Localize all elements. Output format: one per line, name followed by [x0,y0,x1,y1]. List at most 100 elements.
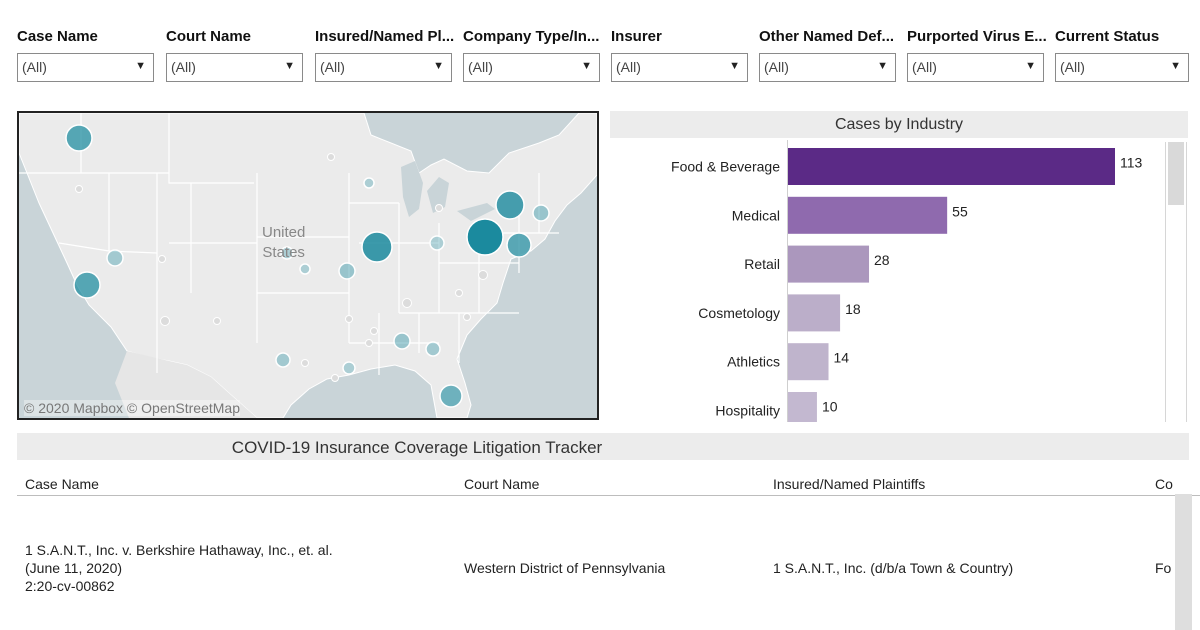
chart-scrollbar-track[interactable] [1165,142,1187,422]
filter-label: Current Status [1055,28,1160,45]
bubble-chicago [361,231,393,263]
bar-value-label: 28 [874,252,890,268]
column-header-company-type[interactable]: Co [1155,476,1173,492]
map-attribution: © 2020 Mapbox © OpenStreetMap [24,400,240,416]
filter-virus-exclusion: Purported Virus E... (All) ▼ [907,26,1047,86]
insurer-dropdown[interactable]: (All) ▼ [611,53,748,82]
us-case-map[interactable]: United States © 2020 Mapbox © OpenStreet… [17,111,599,420]
filter-bar: Case Name (All) ▼ Court Name (All) ▼ Ins… [0,0,1200,90]
dropdown-value: (All) [616,59,641,75]
bar-value-label: 14 [834,350,850,366]
bubble-new-orleans [342,361,356,375]
filter-insurer: Insurer (All) ▼ [611,26,748,86]
filter-label: Company Type/In... [463,28,600,45]
caret-down-icon: ▼ [877,60,888,72]
dropdown-value: (All) [912,59,937,75]
bubble-seattle [65,124,93,152]
case-bubbles [65,124,550,408]
filter-company-type: Company Type/In... (All) ▼ [463,26,600,86]
bubble-sacramento [106,249,124,267]
map-canvas [19,113,597,418]
caret-down-icon: ▼ [581,60,592,72]
mexico-land [115,351,257,418]
filter-current-status: Current Status (All) ▼ [1055,26,1192,86]
bar[interactable] [788,245,870,283]
bar-category-label: Hospitality [715,403,780,419]
case-number: 2:20-cv-00862 [25,578,115,594]
insured-plaintiffs-dropdown[interactable]: (All) ▼ [315,53,452,82]
bubble-charleston [425,341,441,357]
bar[interactable] [788,196,948,234]
great-lakes [401,161,495,221]
bar[interactable] [788,148,1115,185]
bar-value-label: 10 [822,399,838,415]
company-type-dropdown[interactable]: (All) ▼ [463,53,600,82]
map-country-line2: States [262,244,305,261]
filter-label: Insurer [611,28,662,45]
caret-down-icon: ▼ [1170,60,1181,72]
bubble-atlanta [393,332,411,350]
caret-down-icon: ▼ [135,60,146,72]
court-name-dropdown[interactable]: (All) ▼ [166,53,303,82]
court-name-cell: Western District of Pennsylvania [464,560,666,576]
bubble-albany [495,190,525,220]
bubble-new-york [466,218,504,256]
caret-down-icon: ▼ [729,60,740,72]
bar-chart-svg: Food & Beverage 113 Medical 55 Retail 28 Cosme… [671,140,1143,422]
bar[interactable] [788,343,829,381]
table-title: COVID-19 Insurance Coverage Litigation T… [231,438,603,457]
filter-label: Insured/Named Pl... [315,28,455,45]
header-divider [17,495,1200,496]
column-header-court-name[interactable]: Court Name [464,476,540,492]
bar-value-label: 55 [952,203,968,219]
bar[interactable] [788,392,817,422]
dropdown-value: (All) [320,59,345,75]
industry-bar-chart[interactable]: Food & Beverage 113 Medical 55 Retail 28 Cosme… [610,140,1188,422]
filter-label: Purported Virus E... [907,28,1047,45]
caret-down-icon: ▼ [433,60,444,72]
bar-category-label: Cosmetology [698,305,780,321]
filter-insured-plaintiffs: Insured/Named Pl... (All) ▼ [315,26,455,86]
dropdown-value: (All) [764,59,789,75]
column-header-case-name[interactable]: Case Name [25,476,99,492]
bubble-boston [532,204,550,222]
bar-category-label: Retail [744,256,780,272]
bar[interactable] [788,294,841,332]
company-type-cell: Fo [1155,560,1172,576]
filter-label: Other Named Def... [759,28,895,45]
bubble-twin-cities [363,177,375,189]
filter-label: Court Name [166,28,252,45]
bubble-los-angeles [73,271,101,299]
bubble-houston [275,352,291,368]
filter-court-name: Court Name (All) ▼ [166,26,303,86]
plaintiffs-cell: 1 S.A.N.T., Inc. (d/b/a Town & Country) [773,560,1014,576]
bar-value-label: 18 [845,301,861,317]
bar-category-label: Food & Beverage [671,159,780,175]
filter-case-name: Case Name (All) ▼ [17,26,154,86]
bubble-denver [280,246,294,260]
virus-exclusion-dropdown[interactable]: (All) ▼ [907,53,1044,82]
dropdown-value: (All) [171,59,196,75]
chart-header: Cases by Industry [610,111,1188,138]
caret-down-icon: ▼ [284,60,295,72]
filter-label: Case Name [17,28,98,45]
case-date: (June 11, 2020) [25,560,123,576]
bubble-st-louis [338,262,356,280]
bubble-kc [299,263,311,275]
bubble-nj [506,232,532,258]
map-country-label: United States [262,223,305,263]
dropdown-value: (All) [22,59,47,75]
chart-title: Cases by Industry [834,116,964,133]
chart-scrollbar-thumb[interactable] [1168,142,1184,205]
current-status-dropdown[interactable]: (All) ▼ [1055,53,1189,82]
dropdown-value: (All) [1060,59,1085,75]
table-scrollbar-thumb[interactable] [1175,494,1192,630]
column-header-plaintiffs[interactable]: Insured/Named Plaintiffs [773,476,926,492]
table-row[interactable]: 1 S.A.N.T., Inc. v. Berkshire Hathaway, … [17,496,1200,630]
dropdown-value: (All) [468,59,493,75]
case-name-cell: 1 S.A.N.T., Inc. v. Berkshire Hathaway, … [25,541,333,595]
map-country-line1: United [262,224,306,241]
bar-category-label: Athletics [727,354,780,370]
case-name-dropdown[interactable]: (All) ▼ [17,53,154,82]
other-defendants-dropdown[interactable]: (All) ▼ [759,53,896,82]
